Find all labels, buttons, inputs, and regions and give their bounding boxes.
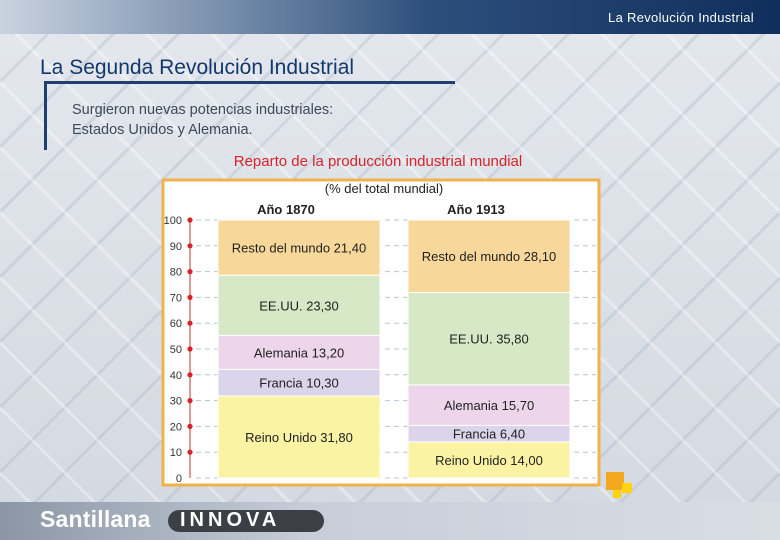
decorative-square-orange: [606, 472, 624, 490]
y-tick-dot: [187, 398, 193, 404]
bar-segment: [407, 291, 571, 386]
y-tick-dot: [187, 372, 193, 378]
bar-segment: [217, 334, 381, 370]
category-label: Año 1913: [447, 202, 505, 217]
chart-heading-text: Reparto de la producción industrial mund…: [233, 153, 523, 170]
bar-segment: [217, 395, 381, 479]
bar-segment: [407, 219, 571, 293]
decorative-square-yellow: [622, 483, 632, 493]
intro-text: Surgieron nuevas potencias industriales:…: [72, 100, 333, 140]
y-tick-dot: [187, 217, 193, 223]
y-tick-label: 60: [170, 318, 182, 330]
bar-segment: [217, 368, 381, 397]
y-tick-dot: [187, 320, 193, 326]
y-tick-label: 80: [170, 267, 182, 279]
bar-segment: [217, 274, 381, 336]
category-label: Año 1870: [257, 202, 315, 217]
bar-data-label: Francia 10,30: [259, 376, 339, 391]
y-tick-label: 50: [170, 344, 182, 356]
bar-data-label: Resto del mundo 28,10: [422, 249, 556, 264]
bar-data-label: EE.UU. 35,80: [449, 332, 529, 347]
header-bar: [0, 0, 780, 34]
footer-bar: [0, 502, 780, 540]
brand-logo-text: Santillana: [40, 506, 151, 532]
header-title: La Revolución Industrial: [608, 10, 754, 25]
y-tick-dot: [187, 449, 193, 455]
chart-unit-label: (% del total mundial): [325, 181, 444, 196]
bar-data-label: Resto del mundo 21,40: [232, 241, 366, 256]
brand-sub-logo: INNOVA: [180, 509, 281, 531]
y-tick-label: 10: [170, 447, 182, 459]
y-tick-dot: [187, 346, 193, 352]
bar-data-label: EE.UU. 23,30: [259, 298, 339, 313]
y-tick-label: 0: [176, 473, 182, 485]
brand-badge: [168, 510, 324, 532]
bar-data-label: Alemania 13,20: [254, 345, 344, 360]
title-underline: [44, 81, 455, 84]
intro-line-1: Surgieron nuevas potencias industriales:: [72, 102, 334, 118]
slide-title: La Segunda Revolución Industrial: [40, 56, 355, 79]
y-tick-label: 40: [170, 370, 182, 382]
y-tick-label: 100: [164, 215, 182, 227]
bar-segment: [407, 441, 571, 479]
title-side-rule: [44, 84, 47, 150]
y-tick-dot: [187, 294, 193, 300]
bar-segment: [217, 219, 381, 276]
chart-heading: Reparto de la producción industrial mund…: [0, 153, 780, 170]
y-tick-label: 20: [170, 421, 182, 433]
bar-data-label: Alemania 15,70: [444, 398, 534, 413]
bar-data-label: Francia 6,40: [453, 427, 525, 442]
y-tick-dot: [187, 423, 193, 429]
y-tick-label: 70: [170, 292, 182, 304]
y-tick-label: 90: [170, 241, 182, 253]
bar-data-label: Reino Unido 31,80: [245, 430, 353, 445]
bar-data-label: Reino Unido 14,00: [435, 453, 543, 468]
decorative-square-small: [613, 490, 621, 498]
y-tick-dot: [187, 243, 193, 249]
y-tick-label: 30: [170, 396, 182, 408]
intro-line-2: Estados Unidos y Alemania.: [72, 122, 253, 138]
y-tick-dot: [187, 269, 193, 275]
